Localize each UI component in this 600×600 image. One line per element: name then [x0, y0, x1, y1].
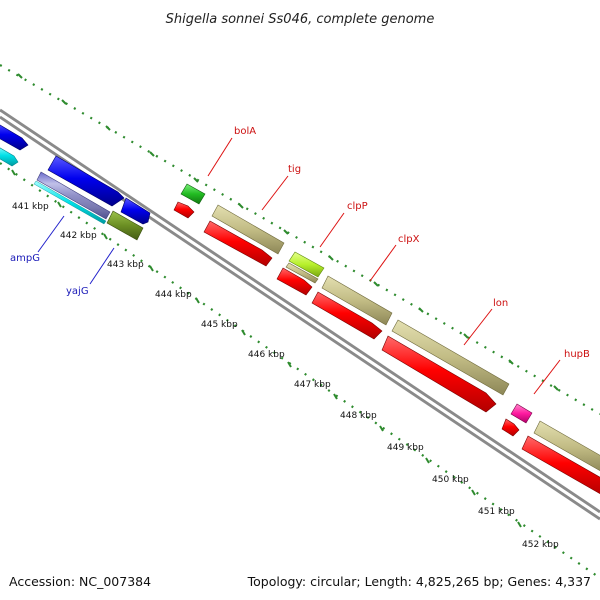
ruler-label: 448 kbp	[340, 411, 377, 421]
cds-feature[interactable]	[203, 220, 273, 267]
ruler-label: 443 kbp	[107, 260, 144, 270]
cds-feature[interactable]	[321, 275, 393, 326]
cds-feature[interactable]	[285, 262, 319, 284]
outer-tick-track	[0, 64, 600, 415]
gene-label-clpx[interactable]: clpX	[398, 234, 420, 245]
cds-feature[interactable]	[501, 418, 520, 437]
cds-feature[interactable]	[533, 420, 600, 473]
ruler-label: 444 kbp	[155, 290, 192, 300]
cds-feature[interactable]	[47, 155, 125, 207]
cds-feature[interactable]	[211, 204, 285, 255]
ruler-label: 441 kbp	[12, 202, 49, 212]
gene-label-yajg[interactable]: yajG	[66, 286, 89, 297]
gene-callouts-blue	[37, 215, 115, 285]
outer-major-ticks	[17, 73, 559, 391]
cds-feature[interactable]	[521, 435, 600, 496]
gene-label-clpp[interactable]: clpP	[347, 201, 368, 212]
ruler-label: 446 kbp	[248, 350, 285, 360]
cds-feature[interactable]	[510, 403, 533, 424]
cds-feature[interactable]	[180, 183, 206, 205]
summary-text: Topology: circular; Length: 4,825,265 bp…	[247, 574, 591, 589]
gene-callouts	[207, 137, 561, 395]
gene-label-hupb[interactable]: hupB	[564, 349, 590, 360]
ruler-label: 447 kbp	[294, 380, 331, 390]
cds-feature[interactable]	[288, 251, 325, 278]
ruler-label: 449 kbp	[387, 443, 424, 453]
map-title: Shigella sonnei Ss046, complete genome	[166, 12, 435, 27]
inner-major-ticks	[11, 169, 522, 528]
cds-feature[interactable]	[36, 171, 111, 220]
cds-feature[interactable]	[381, 335, 497, 413]
cds-feature[interactable]	[0, 145, 19, 167]
cds-feature[interactable]	[391, 319, 510, 396]
ruler-labels: 441 kbp 442 kbp 443 kbp 444 kbp 445 kbp …	[12, 202, 559, 550]
ruler-label: 442 kbp	[60, 231, 97, 241]
gene-label-ampg[interactable]: ampG	[10, 253, 40, 264]
gene-label-lon[interactable]: lon	[493, 298, 508, 309]
ruler-label: 450 kbp	[432, 475, 469, 485]
accession-text: Accession: NC_007384	[9, 574, 151, 589]
cds-feature[interactable]	[173, 201, 195, 219]
cds-feature[interactable]	[276, 267, 313, 296]
gene-label-tig[interactable]: tig	[288, 164, 301, 175]
cds-feature[interactable]	[120, 197, 151, 225]
cds-feature[interactable]	[106, 210, 144, 241]
ruler-label: 452 kbp	[522, 540, 559, 550]
gene-label-boia[interactable]: bolA	[234, 126, 256, 137]
cds-feature[interactable]	[311, 291, 383, 340]
cds-feature[interactable]	[0, 122, 29, 151]
ruler-label: 451 kbp	[478, 507, 515, 517]
cds-feature[interactable]	[33, 180, 107, 225]
ruler-label: 445 kbp	[201, 320, 238, 330]
